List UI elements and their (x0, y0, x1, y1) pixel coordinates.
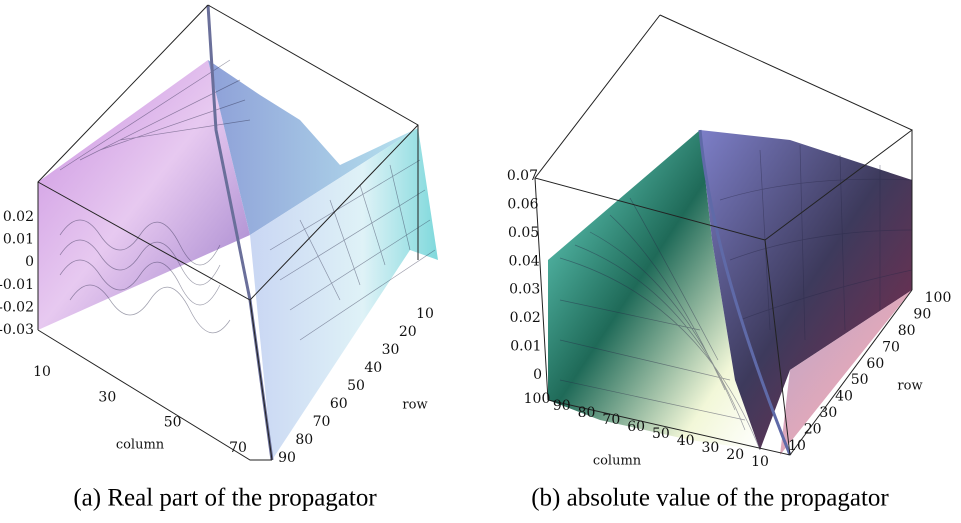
tick-label: 10 (788, 438, 806, 454)
tick-label: 10 (416, 306, 434, 322)
box (534, 14, 913, 456)
tick-label: 0.05 (508, 225, 539, 241)
labels: 0.020.010-0.01-0.02-0.031030507010203040… (0, 168, 951, 512)
axis-label: column (116, 438, 165, 453)
tick-label: 0.02 (510, 310, 541, 326)
tick-label: 30 (98, 389, 116, 405)
surface (548, 130, 760, 450)
tick-label: 40 (677, 433, 695, 449)
tick-label: 90 (278, 450, 296, 466)
tick-label: 80 (898, 323, 916, 339)
tick-label: 0.01 (510, 339, 541, 355)
tick-label: 50 (652, 426, 670, 442)
axis-label: row (897, 379, 922, 394)
tick-label: 30 (819, 405, 837, 421)
tick-label: -0.01 (0, 277, 34, 293)
panel-a-plot (37, 4, 438, 461)
surface (780, 290, 912, 455)
tick-label: -0.03 (0, 322, 34, 338)
tick-label: 100 (524, 391, 551, 407)
tick-label: -0.02 (0, 299, 34, 315)
tick-label: 0.07 (507, 168, 538, 184)
tick-label: 50 (851, 372, 869, 388)
tick-label: 0 (533, 367, 542, 383)
tick-label: 50 (164, 415, 182, 431)
tick-label: 60 (330, 396, 348, 412)
box (37, 4, 419, 461)
tick-label: 90 (913, 306, 931, 322)
tick-label: 80 (295, 432, 313, 448)
caption: (a) Real part of the propagator (73, 485, 377, 512)
tick-label: 70 (313, 414, 331, 430)
tick-label: 40 (835, 389, 853, 405)
caption: (b) absolute value of the propagator (531, 485, 889, 512)
tick-label: 20 (399, 324, 417, 340)
ripples (59, 219, 231, 334)
tick-label: 30 (702, 440, 720, 456)
tick-label: 20 (804, 422, 822, 438)
panel-b-plot (534, 14, 913, 456)
tick-label: 100 (925, 290, 952, 306)
tick-label: 0.04 (509, 253, 540, 269)
axis-label: column (593, 454, 642, 469)
tick-label: 0 (25, 254, 34, 270)
tick-label: 50 (347, 378, 365, 394)
surface (208, 60, 418, 235)
tick-label: 60 (627, 419, 645, 435)
mesh-lines (59, 59, 436, 341)
tick-label: 70 (229, 440, 247, 456)
surface (38, 60, 250, 330)
tick-label: 70 (882, 339, 900, 355)
axis-label: row (402, 398, 427, 413)
tick-label: 0.06 (507, 196, 538, 212)
ridge (698, 129, 792, 456)
tick-label: 20 (726, 447, 744, 463)
tick-label: 0.03 (509, 282, 540, 298)
tick-label: 90 (553, 398, 571, 414)
tick-label: 10 (751, 454, 769, 470)
surface (250, 128, 438, 460)
tick-label: 70 (602, 412, 620, 428)
tick-label: 30 (382, 342, 400, 358)
tick-label: 80 (578, 405, 596, 421)
tick-label: 60 (866, 356, 884, 372)
tick-label: 0.01 (3, 232, 34, 248)
tick-label: 40 (364, 360, 382, 376)
surface (700, 130, 912, 450)
tick-label: 10 (33, 364, 51, 380)
tick-label: 0.02 (3, 209, 34, 225)
